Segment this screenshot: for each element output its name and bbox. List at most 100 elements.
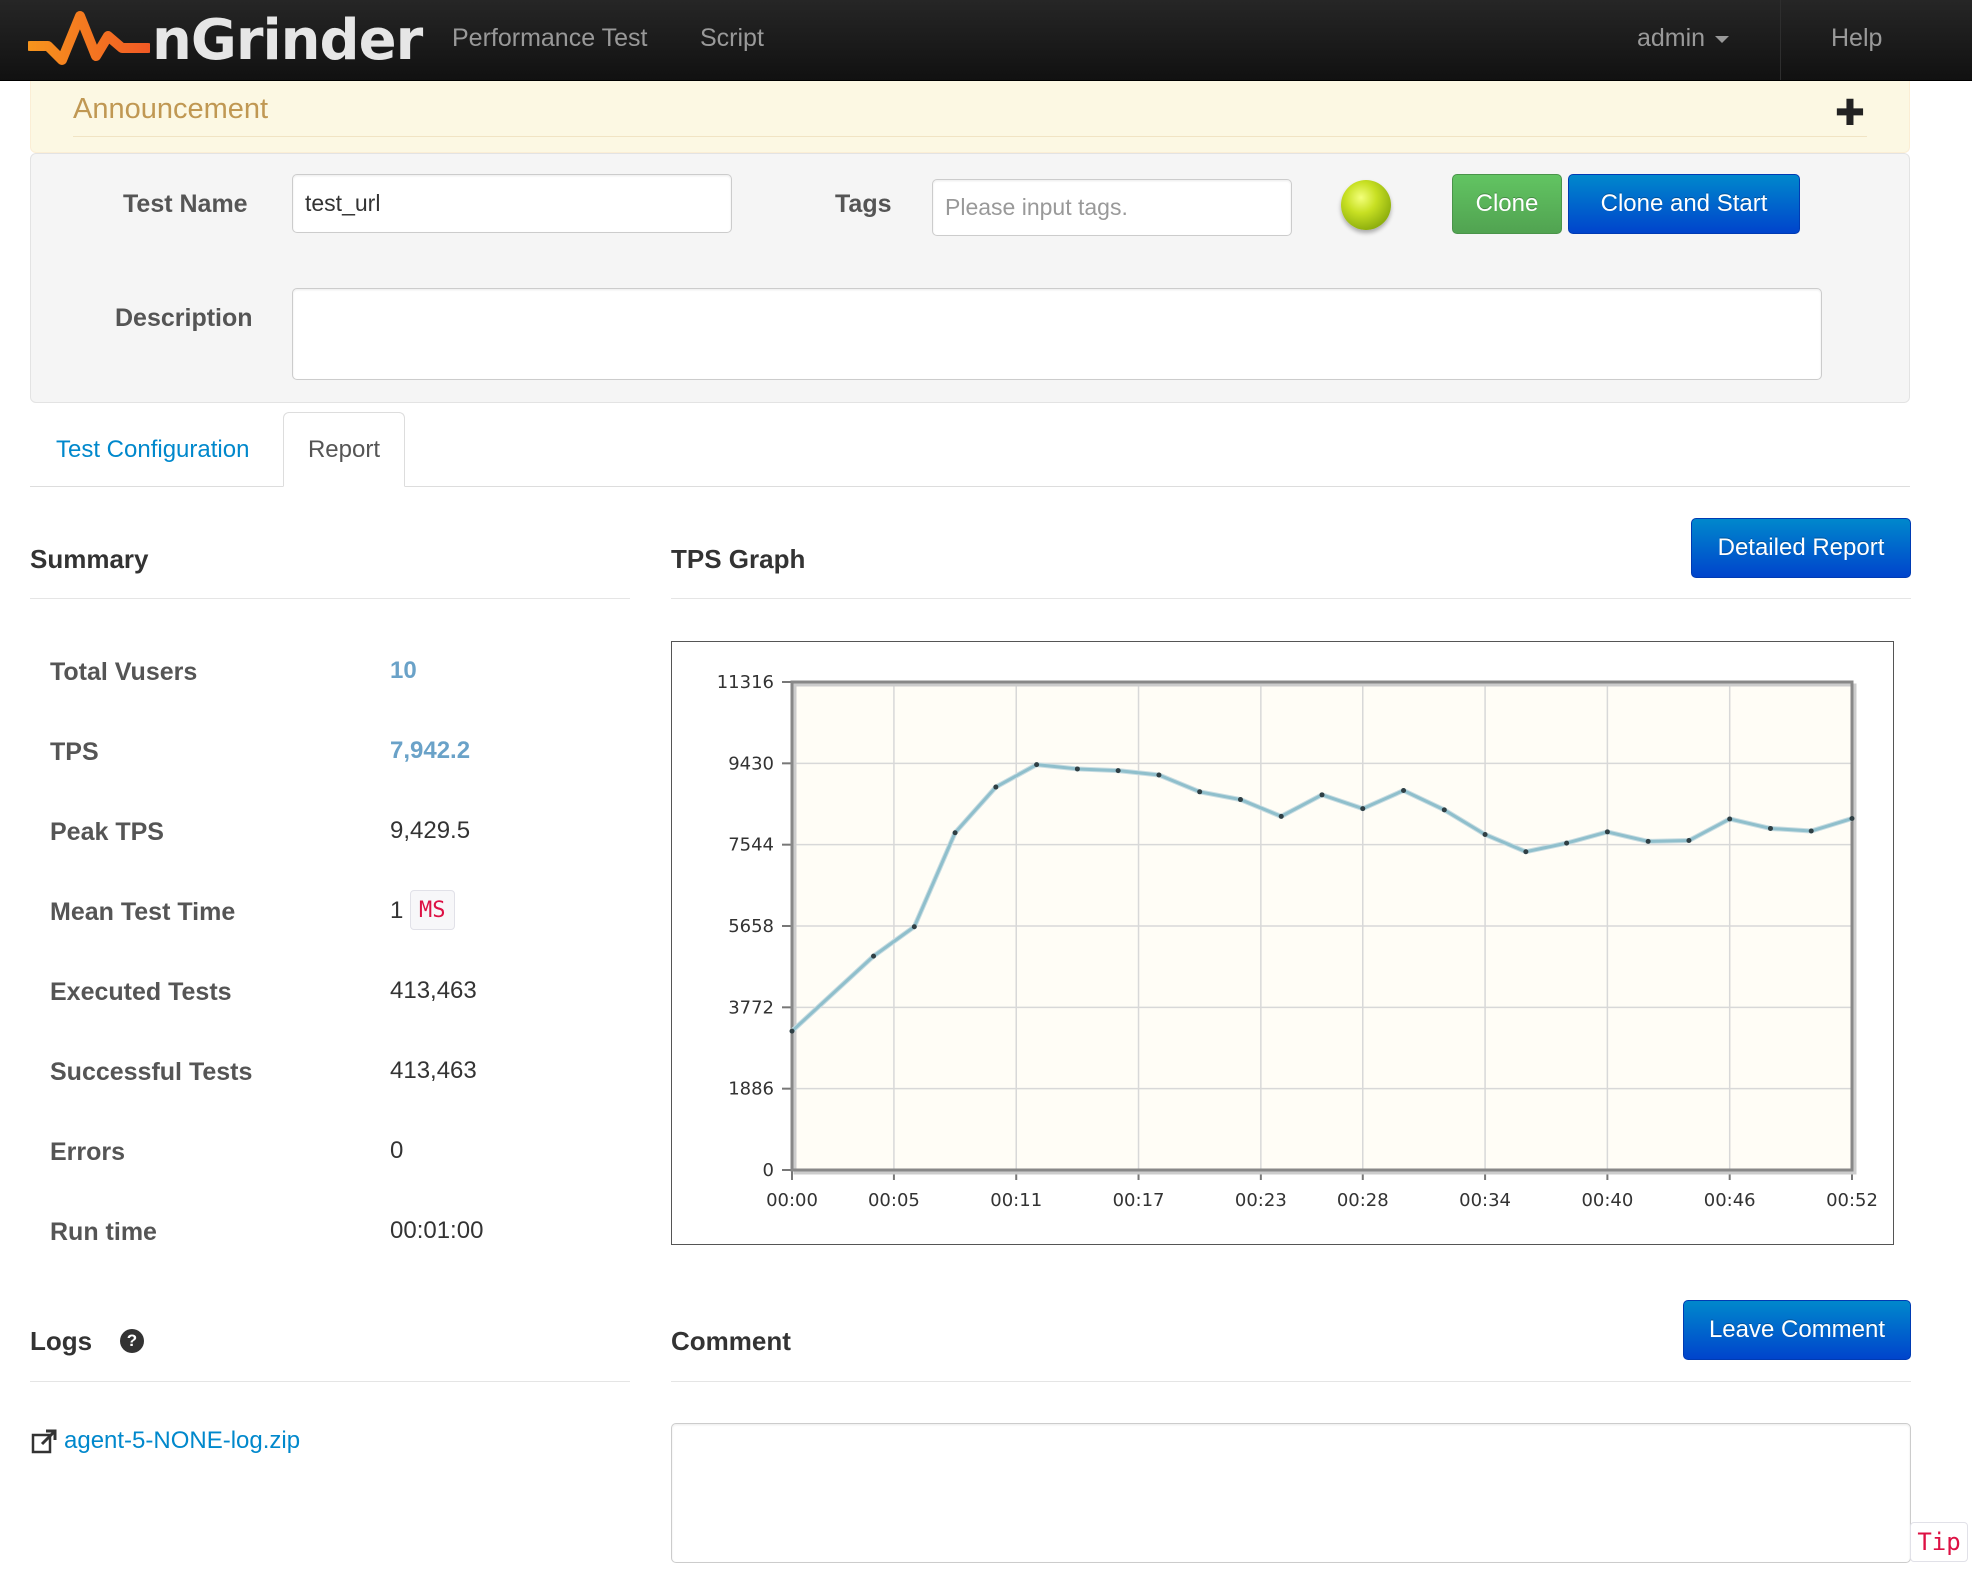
logs-title: Logs — [30, 1326, 93, 1356]
clone-and-start-button[interactable]: Clone and Start — [1568, 174, 1800, 234]
tab-test-configuration[interactable]: Test Configuration — [56, 435, 250, 463]
summary-label-peak-tps: Peak TPS — [50, 818, 164, 846]
chart-x-tick-label: 00:05 — [868, 1190, 920, 1211]
chart-data-point — [1156, 772, 1162, 778]
chart-data-point — [1604, 829, 1610, 835]
tps-chart-svg: 0 1886 3772 5658 7544 9430 11316 00:00 00:05 00:1… — [717, 672, 1878, 1211]
chart-x-tick-label: 00:52 — [1826, 1190, 1878, 1211]
chart-data-point — [1564, 840, 1570, 846]
summary-value-run-time: 00:01:00 — [390, 1217, 484, 1244]
chart-data-point — [871, 953, 877, 959]
chart-data-point — [1237, 797, 1243, 803]
chart-frame — [790, 680, 1854, 1172]
tags-input[interactable]: Please input tags. — [932, 179, 1292, 236]
user-menu[interactable]: admin — [1637, 24, 1730, 53]
tps-chart: 0 1886 3772 5658 7544 9430 11316 00:00 00:05 00:1… — [671, 641, 1894, 1245]
nav-performance-test[interactable]: Performance Test — [452, 24, 648, 52]
chart-x-tick-label: 00:17 — [1113, 1190, 1165, 1211]
summary-label-mean-test-time: Mean Test Time — [50, 898, 236, 926]
chart-data-point — [1767, 825, 1773, 831]
status-indicator-icon — [1341, 180, 1391, 230]
summary-value-total-vusers: 10 — [390, 657, 417, 684]
chart-data-point — [1115, 768, 1121, 774]
summary-value-successful-tests: 413,463 — [390, 1057, 477, 1084]
description-label: Description — [115, 304, 253, 332]
summary-value-errors: 0 — [390, 1137, 404, 1164]
chart-data-point — [1686, 838, 1692, 844]
chart-data-point — [789, 1028, 795, 1034]
summary-divider — [30, 598, 630, 599]
unit-badge-ms: MS — [410, 890, 455, 930]
chart-data-point — [1441, 807, 1447, 813]
chart-data-point — [1849, 816, 1855, 822]
chart-y-tick-label: 0 — [763, 1160, 774, 1181]
chart-y-tick-label: 1886 — [728, 1079, 774, 1100]
test-name-input[interactable]: test_url — [292, 174, 732, 233]
detailed-report-button[interactable]: Detailed Report — [1691, 518, 1911, 578]
chart-x-tick-label: 00:34 — [1459, 1190, 1511, 1211]
top-navbar: nGrinder Performance Test Script admin H… — [0, 0, 1972, 81]
chart-data-point — [1808, 828, 1814, 834]
chart-y-tick-label: 3772 — [728, 997, 774, 1018]
plus-icon[interactable]: ✚ — [1834, 92, 1865, 133]
chart-x-tick-label: 00:46 — [1704, 1190, 1756, 1211]
tip-button[interactable]: Tip — [1910, 1522, 1968, 1562]
chart-y-tick-label: 9430 — [728, 753, 774, 774]
clone-button[interactable]: Clone — [1452, 174, 1562, 234]
comment-title: Comment — [671, 1326, 791, 1356]
chart-data-point — [1319, 792, 1325, 798]
nav-help[interactable]: Help — [1831, 24, 1883, 52]
log-file-link[interactable]: agent-5-NONE-log.zip — [64, 1427, 301, 1454]
chart-data-point — [1278, 813, 1284, 819]
chart-data-point — [911, 924, 917, 930]
chart-x-tick-label: 00:11 — [990, 1190, 1042, 1211]
test-name-label: Test Name — [123, 190, 248, 218]
chart-x-tick-label: 00:00 — [766, 1190, 818, 1211]
summary-label-errors: Errors — [50, 1138, 126, 1166]
summary-value-executed-tests: 413,463 — [390, 977, 477, 1004]
description-input[interactable] — [292, 288, 1822, 380]
announcement-title[interactable]: Announcement — [73, 93, 269, 125]
summary-label-executed-tests: Executed Tests — [50, 978, 232, 1006]
summary-title: Summary — [30, 544, 149, 574]
chart-data-point — [1523, 849, 1529, 855]
external-link-icon — [31, 1429, 57, 1454]
nav-divider — [1780, 0, 1781, 80]
chart-data-point — [993, 784, 999, 790]
chart-y-tick-label: 11316 — [717, 672, 774, 693]
brand-name: nGrinder — [152, 7, 423, 73]
chart-data-point — [1074, 766, 1080, 772]
chart-x-tick-label: 00:23 — [1235, 1190, 1287, 1211]
ngrinder-wave-icon — [28, 11, 150, 65]
logs-divider — [30, 1381, 630, 1382]
chart-y-tick-label: 7544 — [728, 835, 774, 856]
leave-comment-button[interactable]: Leave Comment — [1683, 1300, 1911, 1360]
summary-value-tps: 7,942.2 — [390, 737, 471, 764]
caret-down-icon — [1715, 35, 1730, 43]
chart-data-point — [1360, 806, 1366, 812]
brand-logo[interactable]: nGrinder — [28, 7, 423, 73]
tags-label: Tags — [835, 190, 892, 218]
chart-x-tick-label: 00:40 — [1581, 1190, 1633, 1211]
tps-graph-divider — [671, 598, 1911, 599]
tabs-underline — [30, 486, 1910, 487]
chart-frame-shadow — [793, 683, 1857, 1175]
chart-data-point — [1727, 816, 1733, 822]
user-name: admin — [1637, 24, 1706, 52]
tps-graph-title: TPS Graph — [671, 544, 806, 574]
nav-script[interactable]: Script — [700, 24, 764, 52]
summary-label-tps: TPS — [50, 738, 99, 766]
announcement-panel: Announcement ✚ — [30, 81, 1910, 153]
summary-label-total-vusers: Total Vusers — [50, 658, 198, 686]
chart-data-point — [1401, 788, 1407, 794]
summary-value-peak-tps: 9,429.5 — [390, 817, 471, 844]
comment-textarea[interactable] — [671, 1423, 1911, 1563]
chart-data-point — [1197, 789, 1203, 795]
chart-y-tick-label: 5658 — [728, 916, 774, 937]
chart-x-tick-label: 00:28 — [1337, 1190, 1389, 1211]
chart-data-point — [952, 830, 958, 836]
question-circle-icon[interactable]: ? — [120, 1329, 144, 1353]
chart-data-point — [1034, 762, 1040, 768]
summary-label-successful-tests: Successful Tests — [50, 1058, 253, 1086]
tab-report[interactable]: Report — [283, 412, 405, 487]
